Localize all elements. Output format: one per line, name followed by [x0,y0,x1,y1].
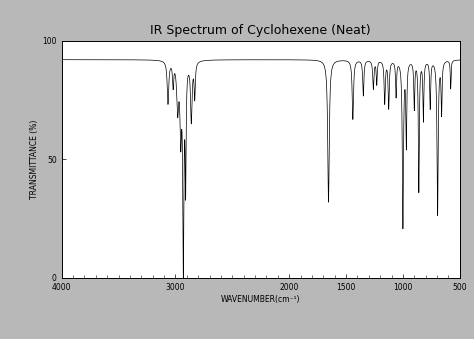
X-axis label: WAVENUMBER(cm⁻¹): WAVENUMBER(cm⁻¹) [221,295,301,304]
Title: IR Spectrum of Cyclohexene (Neat): IR Spectrum of Cyclohexene (Neat) [150,24,371,37]
Y-axis label: TRANSMITTANCE (%): TRANSMITTANCE (%) [30,120,39,199]
